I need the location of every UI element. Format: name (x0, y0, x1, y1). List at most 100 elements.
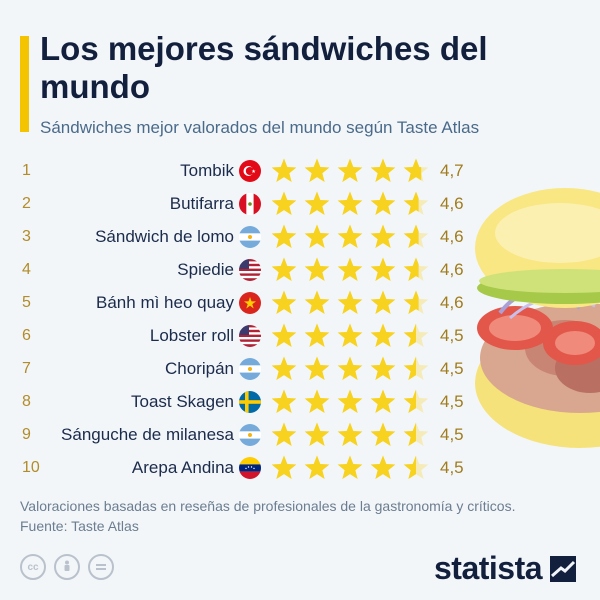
rating-value: 4,5 (440, 425, 464, 444)
star-filled (271, 257, 297, 282)
rank-number: 6 (22, 327, 31, 344)
star-filled (370, 389, 396, 414)
table-row: 1 Tombik 4,7 (0, 155, 480, 188)
table-row: 4 Spiedie 4,6 (0, 254, 480, 287)
star-filled (337, 158, 363, 183)
star-filled (271, 158, 297, 183)
rating-value: 4,5 (440, 458, 464, 477)
table-row: 6 Lobster roll 4,5 (0, 320, 480, 353)
rank-number: 7 (22, 360, 31, 377)
star-filled (337, 224, 363, 249)
sandwich-name: Lobster roll (149, 326, 234, 345)
vietnam-flag-icon (239, 292, 261, 314)
sandwich-name: Sándwich de lomo (95, 227, 234, 246)
usa-flag-icon (239, 325, 261, 347)
star-rating (271, 158, 429, 183)
sandwich-name: Arepa Andina (131, 458, 234, 477)
star-filled (403, 356, 416, 381)
star-filled (403, 290, 419, 315)
star-rating (271, 257, 429, 282)
rating-value: 4,7 (440, 161, 464, 180)
footnote: Valoraciones basadas en reseñas de profe… (20, 496, 515, 536)
star-filled (271, 422, 297, 447)
methodology-note: Valoraciones basadas en reseñas de profe… (20, 498, 516, 514)
rank-number: 9 (22, 426, 31, 443)
star-filled (370, 422, 396, 447)
star-filled (370, 356, 396, 381)
star-rating (271, 191, 429, 216)
table-row: 9 Sánguche de milanesa 4,5 (0, 419, 480, 452)
rating-value: 4,6 (440, 227, 464, 246)
star-rating (271, 224, 429, 249)
star-filled (304, 224, 330, 249)
star-filled (403, 191, 419, 216)
sandwich-illustration (475, 188, 600, 448)
cc-icon[interactable]: cc (20, 554, 46, 580)
table-row: 5 Bánh mì heo quay 4,6 (0, 287, 480, 320)
star-filled (271, 323, 297, 348)
star-rating (271, 290, 429, 315)
table-row: 8 Toast Skagen 4,5 (0, 386, 480, 419)
star-filled (337, 257, 363, 282)
star-filled (304, 389, 330, 414)
star-filled (370, 455, 396, 480)
rank-number: 3 (22, 228, 31, 245)
star-filled (337, 290, 363, 315)
star-filled (403, 257, 419, 282)
star-filled (337, 323, 363, 348)
star-filled (403, 455, 416, 480)
accent-bar (20, 36, 29, 132)
star-rating (271, 356, 429, 381)
source-note: Fuente: Taste Atlas (20, 518, 139, 534)
argentina-flag-icon (239, 358, 261, 380)
rating-value: 4,6 (440, 260, 464, 279)
star-filled (271, 191, 297, 216)
star-filled (403, 224, 419, 249)
sandwich-name: Toast Skagen (130, 392, 234, 411)
star-rating (271, 422, 429, 447)
rank-number: 5 (22, 294, 31, 311)
by-icon[interactable] (54, 554, 80, 580)
statista-logo[interactable]: statista (434, 550, 577, 587)
sandwich-name: Spiedie (177, 260, 234, 279)
rank-number: 10 (22, 459, 40, 476)
argentina-flag-icon (239, 424, 261, 446)
star-filled (370, 290, 396, 315)
table-row: 2 Butifarra 4,6 (0, 188, 480, 221)
star-filled (337, 422, 363, 447)
sweden-flag-icon (239, 391, 261, 413)
star-filled (304, 191, 330, 216)
rank-number: 2 (22, 195, 31, 212)
star-rating (271, 389, 429, 414)
sandwich-name: Bánh mì heo quay (96, 293, 234, 312)
star-filled (370, 158, 396, 183)
nd-icon[interactable] (88, 554, 114, 580)
star-filled (370, 191, 396, 216)
table-row: 3 Sándwich de lomo 4,6 (0, 221, 480, 254)
star-filled (370, 224, 396, 249)
rank-number: 1 (22, 162, 31, 179)
star-filled (370, 257, 396, 282)
star-filled (403, 158, 422, 183)
star-filled (337, 389, 363, 414)
page-title: Los mejores sándwiches del mundo (40, 30, 488, 105)
rank-number: 8 (22, 393, 31, 410)
star-filled (403, 422, 416, 447)
statista-mark-icon (550, 555, 577, 582)
star-filled (304, 158, 330, 183)
license-icons: cc (20, 554, 114, 580)
brand-wordmark: statista (434, 550, 543, 586)
star-filled (304, 257, 330, 282)
star-filled (271, 389, 297, 414)
star-filled (370, 323, 396, 348)
star-filled (271, 455, 297, 480)
sandwich-name: Choripán (165, 359, 234, 378)
star-filled (271, 356, 297, 381)
rating-value: 4,5 (440, 392, 464, 411)
star-filled (271, 290, 297, 315)
star-filled (271, 224, 297, 249)
star-filled (403, 323, 416, 348)
star-filled (304, 455, 330, 480)
argentina-flag-icon (239, 226, 261, 248)
sandwich-name: Tombik (180, 161, 234, 180)
